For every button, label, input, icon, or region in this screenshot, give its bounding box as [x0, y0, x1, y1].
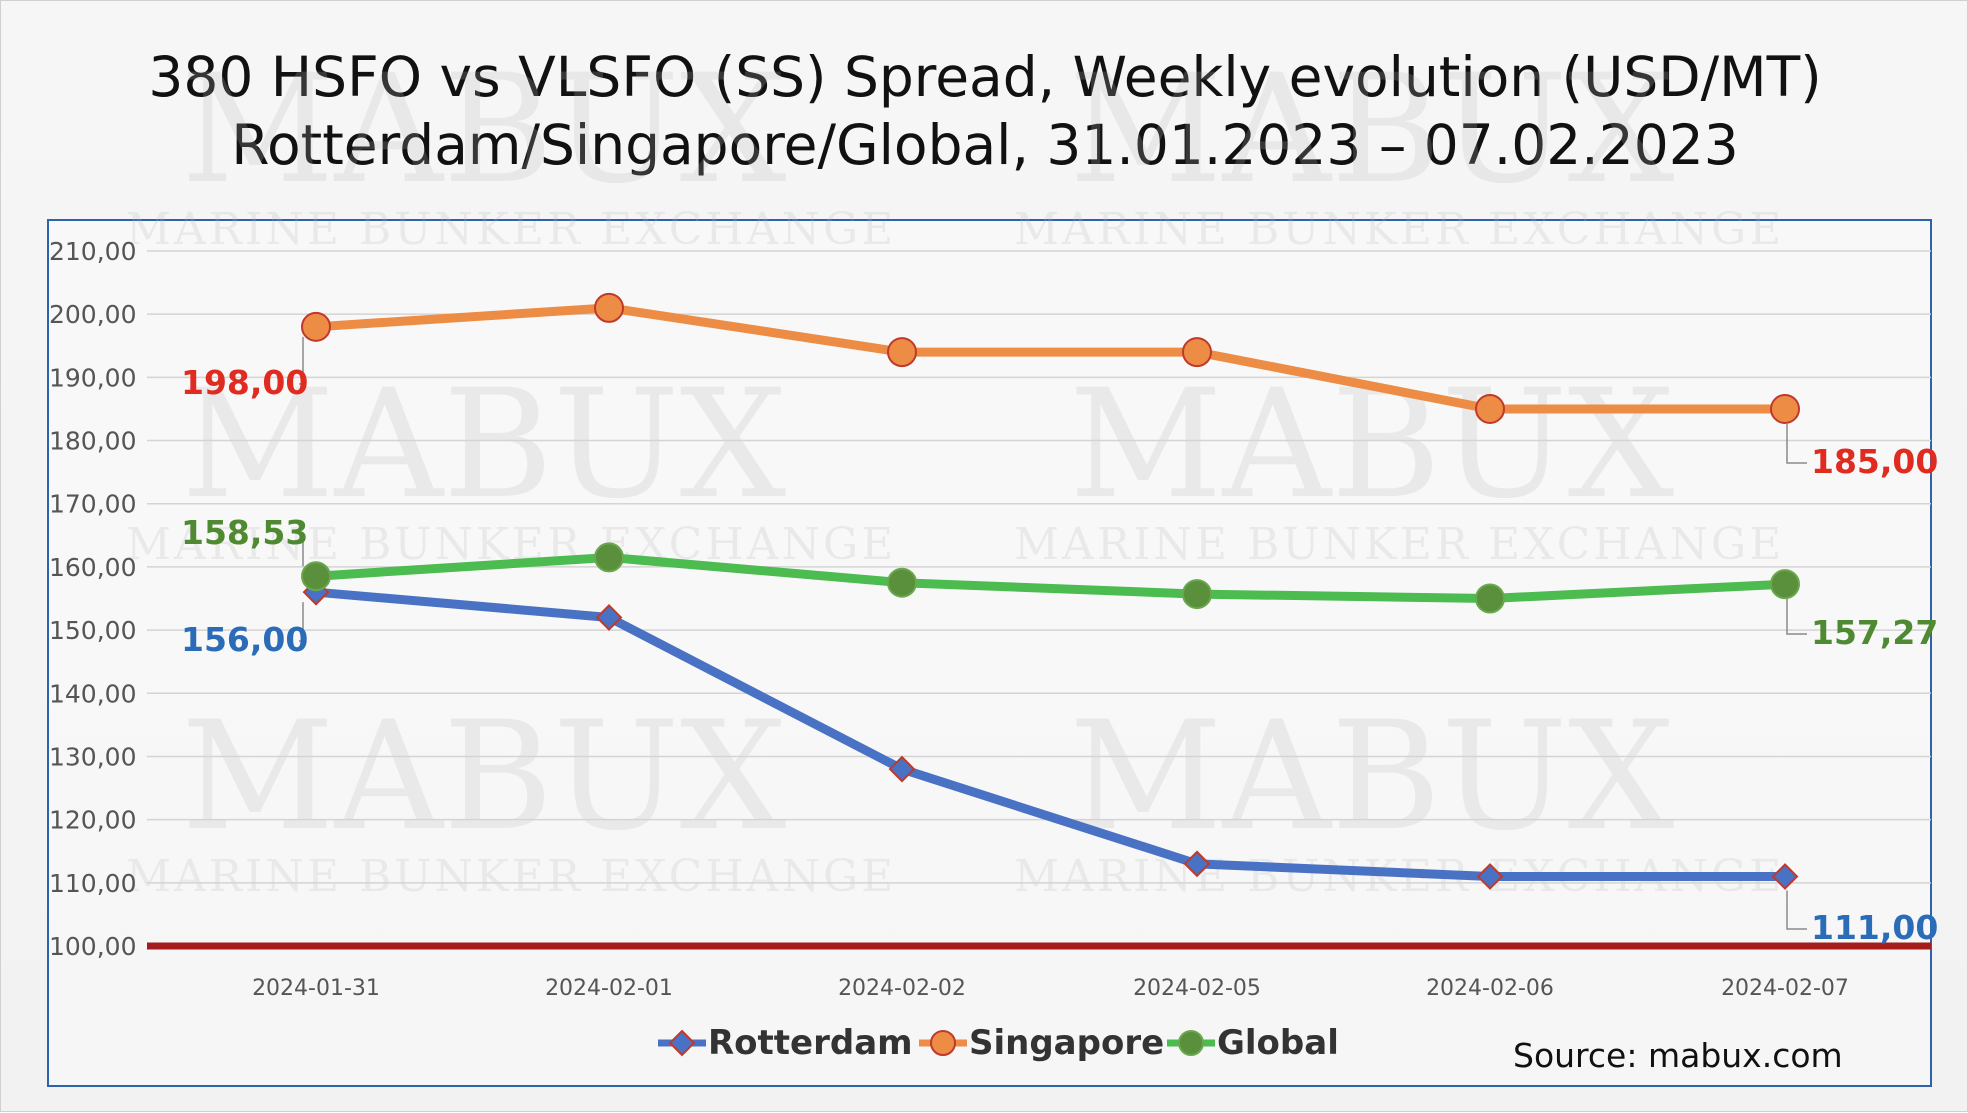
- singapore-point: [594, 292, 624, 323]
- y-tick-label: 130,00: [49, 742, 136, 771]
- y-tick-label: 160,00: [49, 553, 136, 582]
- rotterdam-label-leader: [299, 602, 304, 642]
- legend-item-singapore[interactable]: Singapore: [917, 1021, 1164, 1065]
- global-point: [1770, 569, 1800, 600]
- rotterdam-label-leader: [1786, 890, 1807, 930]
- y-tick-label: 110,00: [49, 869, 136, 898]
- global-series-line: [311, 552, 1790, 603]
- x-tick-label: 2024-01-31: [252, 976, 380, 1001]
- singapore-last-value-label: 185,00: [1811, 442, 1938, 481]
- singapore-label-leader: [1786, 422, 1807, 464]
- x-tick-label: 2024-02-05: [1133, 976, 1261, 1001]
- grid-lines: [147, 250, 1931, 950]
- global-last-value-label: 157,27: [1811, 613, 1938, 652]
- source-note: Source: mabux.com: [1513, 1036, 1843, 1075]
- watermark-logo: MABUX: [181, 43, 787, 217]
- y-tick-label: 140,00: [49, 679, 136, 708]
- watermark-logo: MABUX: [181, 690, 787, 864]
- global-point: [1475, 583, 1505, 614]
- y-axis: 100,00 110,00 120,00 130,00 140,00 150,00 160,…: [49, 237, 136, 961]
- watermark-tagline: MARINE BUNKER EXCHANGE: [126, 204, 896, 255]
- singapore-first-value-label: 198,00: [181, 363, 308, 402]
- legend-label-rotterdam: Rotterdam: [708, 1023, 913, 1063]
- data-labels: 198,00 185,00 158,53 157,27 156,00 111,00: [181, 336, 1938, 947]
- singapore-legend-icon: [919, 1030, 967, 1056]
- x-tick-label: 2024-02-01: [545, 976, 673, 1001]
- legend-item-rotterdam[interactable]: Rotterdam: [656, 1021, 913, 1065]
- rotterdam-point: [1476, 863, 1504, 890]
- rotterdam-series-line: [311, 587, 1790, 881]
- rotterdam-point: [1183, 850, 1211, 878]
- chart-title: 380 HSFO vs VLSFO (SS) Spread, Weekly ev…: [148, 45, 1822, 109]
- singapore-label-leader: [299, 336, 304, 385]
- y-tick-label: 180,00: [49, 427, 136, 456]
- y-tick-label: 100,00: [49, 932, 136, 961]
- watermark-tagline: MARINE BUNKER EXCHANGE: [126, 851, 896, 902]
- global-legend-icon: [1167, 1030, 1215, 1056]
- y-tick-label: 170,00: [49, 490, 136, 519]
- rotterdam-first-value-label: 156,00: [181, 620, 308, 659]
- global-label-leader: [1786, 598, 1807, 635]
- series-lines: [301, 292, 1800, 890]
- singapore-series-line: [311, 303, 1790, 414]
- y-tick-label: 120,00: [49, 806, 136, 835]
- chart-area: [47, 219, 1932, 1087]
- watermark-tagline: MARINE BUNKER EXCHANGE: [1014, 519, 1784, 570]
- watermark-tagline: MARINE BUNKER EXCHANGE: [1014, 204, 1784, 255]
- legend-label-singapore: Singapore: [969, 1023, 1165, 1063]
- global-point: [887, 567, 917, 598]
- singapore-point: [1182, 337, 1212, 368]
- chart-subtitle: Rotterdam/Singapore/Global, 31.01.2023 –…: [231, 113, 1739, 177]
- watermark-logo: MABUX: [1069, 43, 1675, 217]
- rotterdam-point: [595, 604, 623, 631]
- x-axis: 2024-01-31 2024-02-01 2024-02-02 2024-02-05…: [252, 976, 1849, 1001]
- rotterdam-point: [888, 755, 916, 783]
- global-point: [594, 542, 624, 573]
- legend-item-global[interactable]: Global: [1165, 1021, 1339, 1065]
- singapore-point: [1770, 393, 1800, 424]
- legend-label-global: Global: [1217, 1023, 1339, 1063]
- global-label-leader: [299, 533, 304, 567]
- y-tick-label: 150,00: [49, 616, 136, 645]
- global-point: [1182, 579, 1212, 610]
- global-point: [301, 561, 331, 592]
- global-first-value-label: 158,53: [181, 513, 308, 552]
- y-tick-label: 190,00: [49, 363, 136, 392]
- singapore-point: [301, 311, 331, 342]
- x-tick-label: 2024-02-07: [1721, 976, 1849, 1001]
- rotterdam-last-value-label: 111,00: [1811, 908, 1938, 947]
- x-tick-label: 2024-02-06: [1426, 976, 1554, 1001]
- rotterdam-legend-icon: [658, 1029, 706, 1057]
- rotterdam-point: [1771, 863, 1799, 890]
- x-tick-label: 2024-02-02: [838, 976, 966, 1001]
- y-tick-label: 200,00: [49, 300, 136, 329]
- y-tick-label: 210,00: [49, 237, 136, 266]
- singapore-point: [887, 337, 917, 368]
- singapore-point: [1475, 393, 1505, 424]
- watermark-logo: MABUX: [1069, 690, 1675, 864]
